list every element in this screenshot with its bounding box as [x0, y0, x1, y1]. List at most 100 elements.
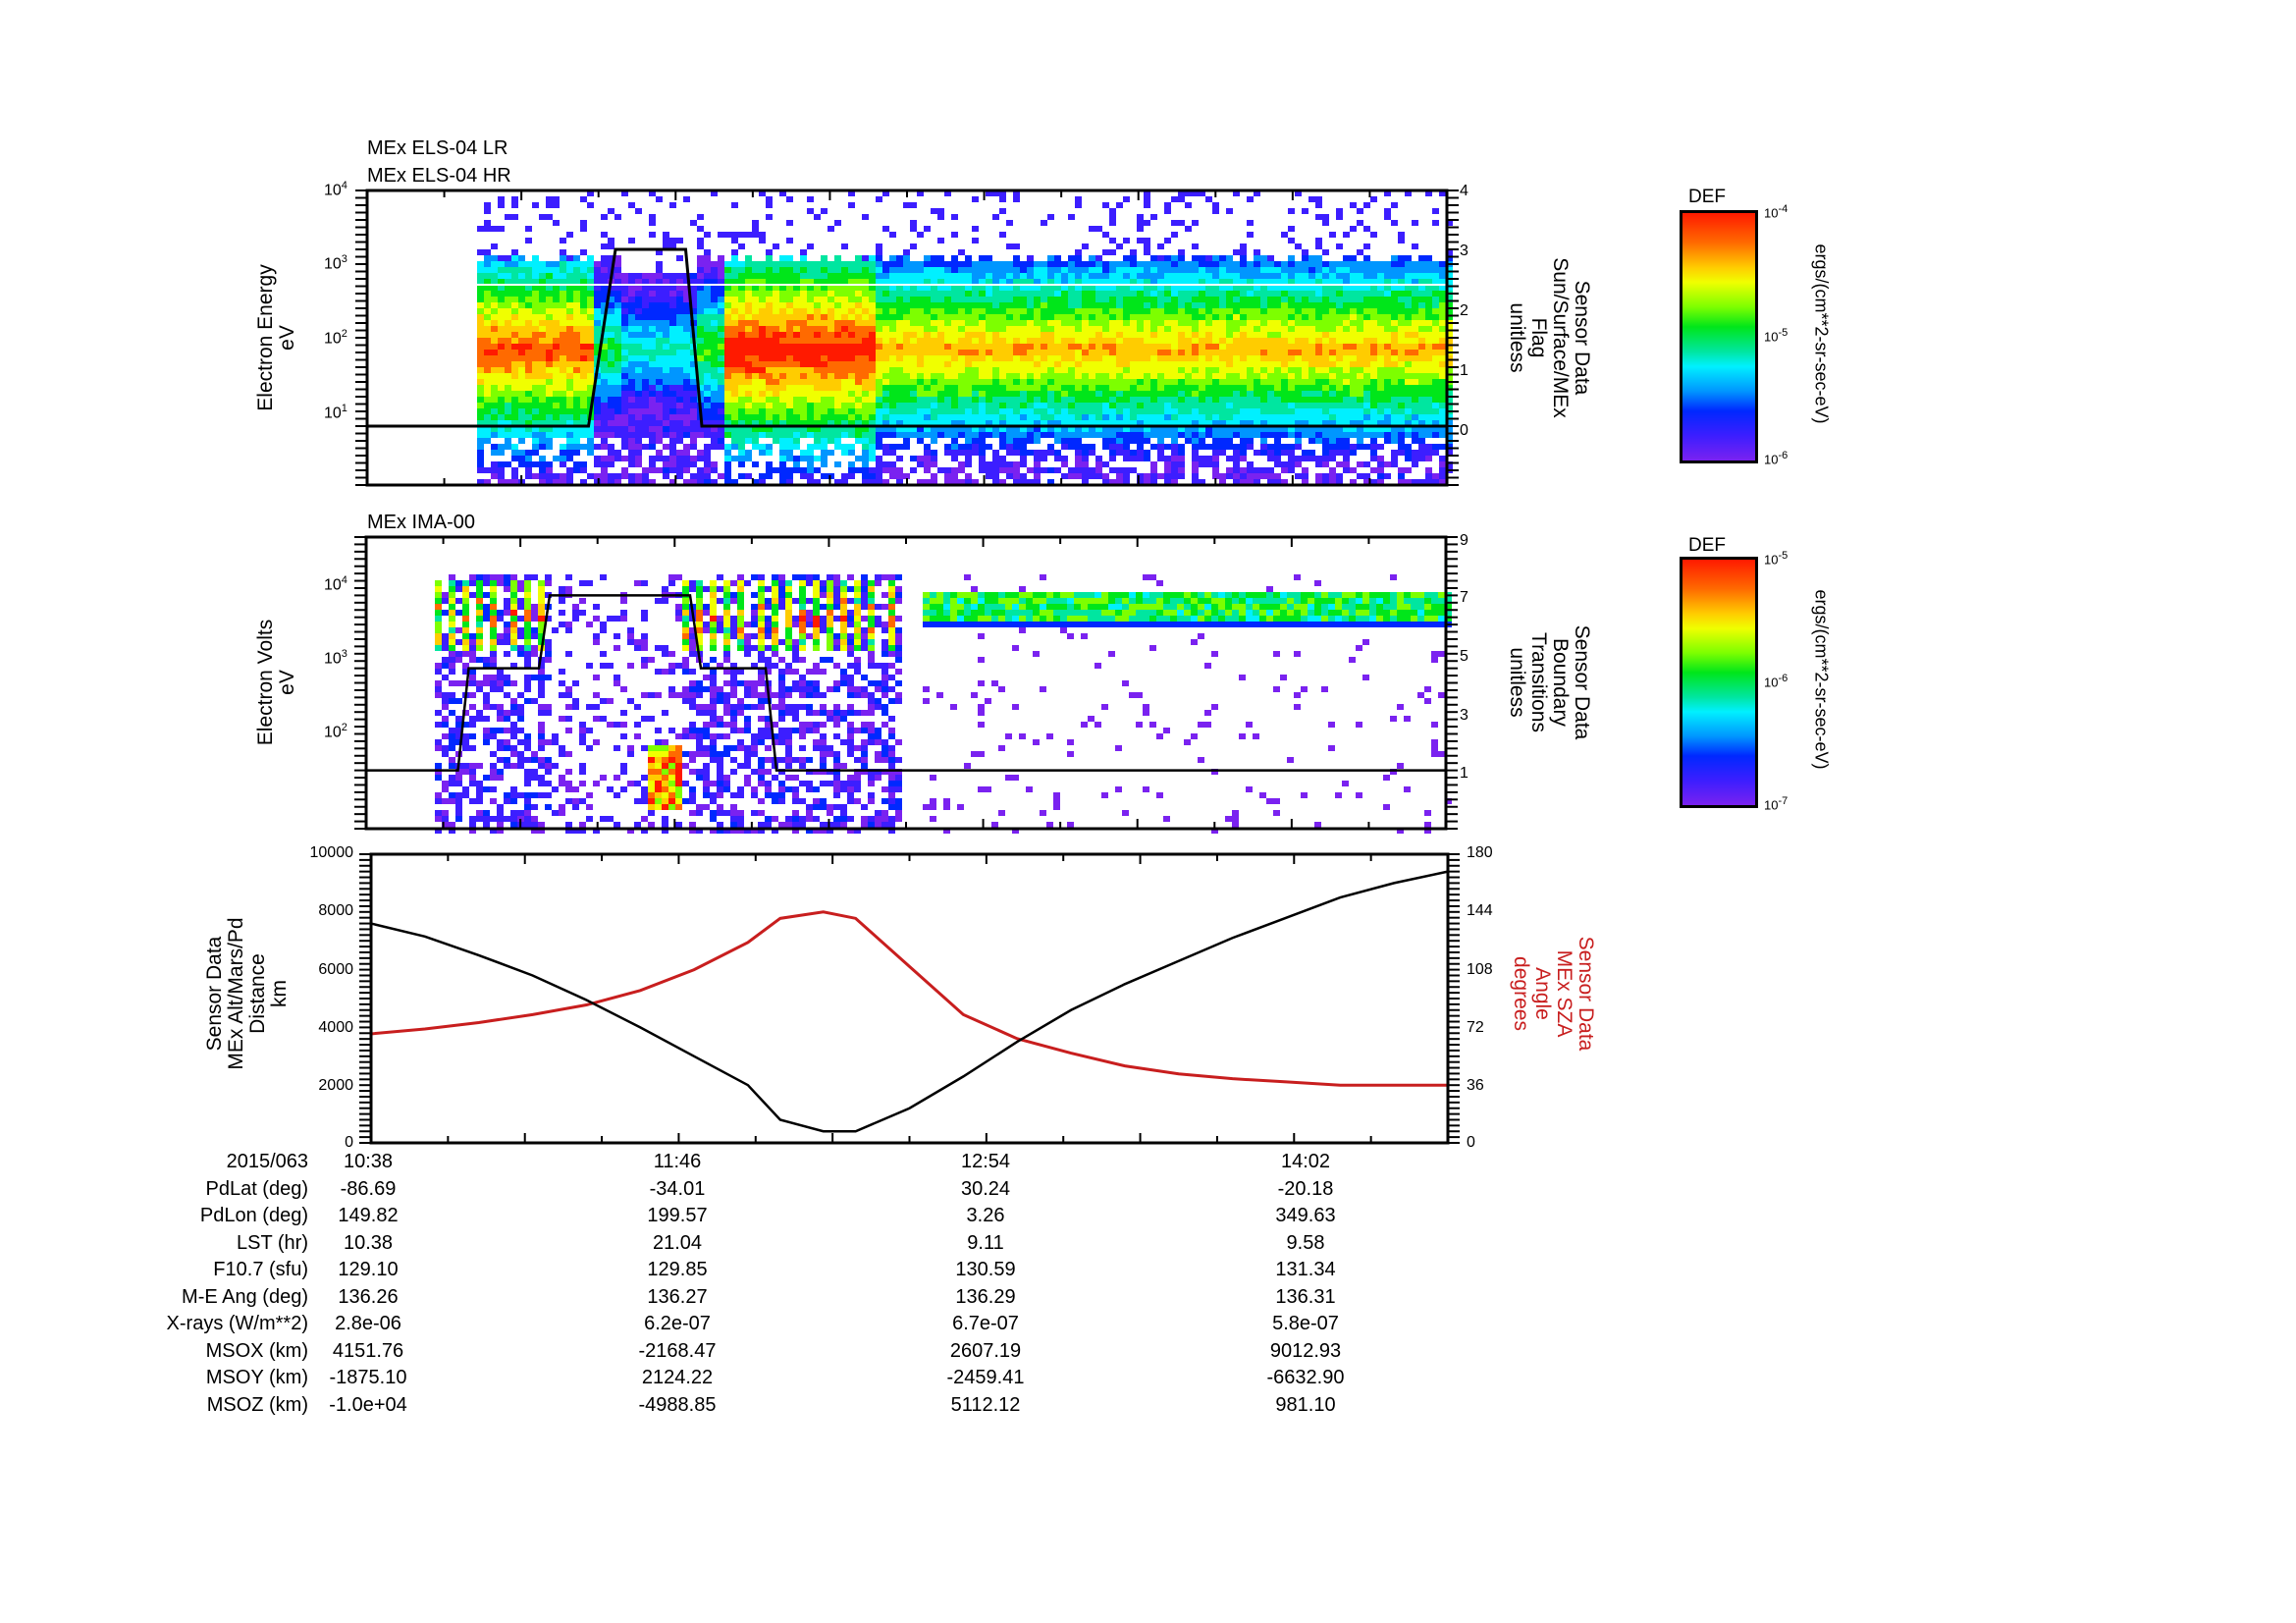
ephemeris-value: -34.01 [649, 1177, 706, 1200]
ephemeris-value: 6.7e-07 [952, 1313, 1019, 1334]
ephemeris-value: -86.69 [340, 1177, 397, 1200]
orbit-ylabel: Sensor Data MEx Alt/Mars/Pd Distance km [203, 917, 291, 1070]
ephemeris-label: PdLon (deg) [199, 1205, 308, 1226]
ephemeris-value: 129.10 [338, 1259, 399, 1280]
orbit-ytick-2000: 2000 [318, 1077, 353, 1094]
ephemeris-value: 4151.76 [332, 1339, 404, 1362]
orbit-y2label: Sensor Data MEx SZA Angle degrees [1510, 936, 1597, 1052]
ephemeris-value: -2168.47 [638, 1339, 717, 1362]
ephemeris-value: 136.31 [1275, 1285, 1336, 1308]
orbit-ytick-8000: 8000 [318, 902, 353, 919]
els-ytick-1e1: 101 [324, 403, 347, 422]
els-y2tick-1: 1 [1460, 362, 1468, 379]
els-ytick-1e3: 103 [324, 253, 347, 273]
orbit-y2tick-72: 72 [1467, 1019, 1484, 1036]
els-colorbar-unit: ergs/(cm**2-sr-sec-eV) [1811, 243, 1832, 424]
ima-cb-bottom: 10-7 [1764, 795, 1789, 813]
els-colorbar-title: DEF [1688, 187, 1726, 207]
sza-line [370, 910, 1448, 1087]
orbit-y2tick-0: 0 [1467, 1134, 1475, 1151]
ephemeris-value: 3.26 [966, 1205, 1005, 1226]
ephemeris-label: PdLat (deg) [205, 1177, 308, 1200]
ima-y2tick-9: 9 [1460, 532, 1468, 549]
ephemeris-label: F10.7 (sfu) [213, 1259, 308, 1280]
ephemeris-value: 11:46 [653, 1151, 702, 1172]
orbit-line-plot [359, 852, 1460, 1145]
ephemeris-value: 9.11 [967, 1231, 1004, 1254]
ima-colorbar-unit: ergs/(cm**2-sr-sec-eV) [1811, 589, 1832, 770]
els-spectrogram [355, 189, 1459, 487]
ima-colorbar [1680, 557, 1758, 808]
ephemeris-value: 199.57 [647, 1205, 708, 1226]
altitude-line [370, 870, 1449, 1133]
ima-y2tick-3: 3 [1460, 707, 1468, 724]
orbit-y2tick-180: 180 [1467, 844, 1493, 861]
orbit-y2tick-108: 108 [1467, 961, 1493, 978]
ephemeris-value: 10.38 [343, 1231, 394, 1254]
ephemeris-label: LST (hr) [237, 1231, 308, 1254]
ima-cb-mid: 10-6 [1764, 673, 1789, 690]
ephemeris-value: 130.59 [955, 1259, 1016, 1280]
ephemeris-value: -1875.10 [329, 1367, 407, 1388]
els-cb-bottom: 10-6 [1764, 450, 1789, 467]
ima-ylabel: Electron Volts eV [254, 619, 298, 746]
orbit-ytick-6000: 6000 [318, 961, 353, 978]
ephemeris-value: 9.58 [1286, 1231, 1325, 1254]
ephemeris-value: 9012.93 [1269, 1339, 1342, 1362]
ephemeris-value: 136.27 [647, 1285, 708, 1308]
ephemeris-value: 149.82 [338, 1205, 399, 1226]
els-cb-mid: 10-5 [1764, 327, 1789, 345]
orbit-ytick-10000: 10000 [309, 844, 354, 861]
ima-ytick-1e2: 102 [324, 722, 347, 741]
ephemeris-value: -20.18 [1277, 1177, 1334, 1200]
ephemeris-label: MSOZ (km) [206, 1393, 308, 1416]
els-ytick-1e4: 104 [324, 180, 347, 199]
ephemeris-label: X-rays (W/m**2) [166, 1313, 308, 1334]
ephemeris-value: -1.0e+04 [329, 1393, 407, 1416]
els-ylabel: Electron Energy eV [254, 264, 298, 411]
ephemeris-value: 2607.19 [949, 1339, 1022, 1362]
orbit-ytick-0: 0 [345, 1134, 353, 1151]
ephemeris-value: 10:38 [343, 1151, 394, 1172]
ima-colorbar-title: DEF [1688, 535, 1726, 556]
ephemeris-value: 131.34 [1275, 1259, 1336, 1280]
ima-ytick-1e3: 103 [324, 648, 347, 668]
ephemeris-value: 136.29 [955, 1285, 1016, 1308]
orbit-y2tick-144: 144 [1467, 902, 1493, 919]
ima-y2tick-7: 7 [1460, 589, 1468, 606]
els-y2label: Sensor Data Sun/Surface/MEx Flag unitles… [1506, 257, 1593, 418]
ephemeris-value: 136.26 [338, 1285, 399, 1308]
els-y2tick-4: 4 [1460, 183, 1468, 199]
ephemeris-value: 5.8e-07 [1272, 1313, 1339, 1334]
ima-ytick-1e4: 104 [324, 574, 347, 594]
orbit-y2tick-36: 36 [1467, 1077, 1484, 1094]
ephemeris-value: 12:54 [960, 1151, 1011, 1172]
ephemeris-value: 129.85 [647, 1259, 708, 1280]
els-colorbar [1680, 210, 1758, 463]
ephemeris-value: 30.24 [960, 1177, 1011, 1200]
ephemeris-value: 981.10 [1275, 1393, 1336, 1416]
ephemeris-label: 2015/063 [226, 1151, 308, 1172]
ephemeris-value: 21.04 [652, 1231, 703, 1254]
ephemeris-value: 2.8e-06 [335, 1313, 401, 1334]
ima-y2tick-1: 1 [1460, 765, 1468, 782]
ima-title: MEx IMA-00 [367, 512, 476, 533]
ephemeris-label: M-E Ang (deg) [182, 1285, 308, 1308]
ima-y2label: Sensor Data Boundary Transitions unitles… [1506, 624, 1593, 740]
els-ytick-1e2: 102 [324, 328, 347, 348]
els-y2tick-3: 3 [1460, 243, 1468, 259]
ima-spectrogram [354, 535, 1458, 834]
ima-cb-top: 10-5 [1764, 550, 1789, 568]
orbit-ytick-4000: 4000 [318, 1019, 353, 1036]
ephemeris-value: -6632.90 [1266, 1367, 1345, 1388]
ephemeris-value: 14:02 [1280, 1151, 1331, 1172]
ephemeris-value: 349.63 [1275, 1205, 1336, 1226]
ephemeris-value: -4988.85 [638, 1393, 717, 1416]
els-y2tick-0: 0 [1460, 422, 1468, 439]
ephemeris-value: -2459.41 [946, 1367, 1025, 1388]
ephemeris-value: 6.2e-07 [644, 1313, 711, 1334]
ephemeris-label: MSOY (km) [205, 1367, 308, 1388]
els-cb-top: 10-4 [1764, 203, 1789, 221]
ima-y2tick-5: 5 [1460, 648, 1468, 665]
els-title-hr: MEx ELS-04 HR [367, 165, 511, 187]
